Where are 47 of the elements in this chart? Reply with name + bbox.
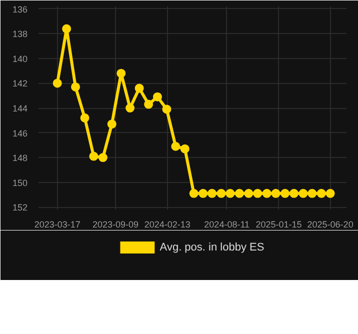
point xyxy=(162,104,172,114)
point xyxy=(107,120,116,129)
point xyxy=(71,82,80,92)
point xyxy=(80,113,90,122)
point xyxy=(171,142,180,151)
y-tick-label: 144 xyxy=(12,104,28,114)
legend-label: Avg. pos. in lobby ES xyxy=(160,242,264,254)
point xyxy=(89,152,98,161)
x-tick-label: 2025-01-15 xyxy=(256,220,302,230)
point xyxy=(271,188,280,198)
x-tick-label: 2023-09-09 xyxy=(92,220,139,230)
y-tick-label: 148 xyxy=(12,153,28,164)
point xyxy=(280,188,290,198)
x-tick-label: 2024-02-13 xyxy=(144,220,190,230)
point xyxy=(152,92,162,102)
point xyxy=(298,188,308,198)
point xyxy=(62,24,72,34)
y-tick-label: 138 xyxy=(12,29,28,40)
point xyxy=(116,68,126,78)
y-tick-label: 136 xyxy=(12,4,28,14)
point xyxy=(208,188,216,198)
point xyxy=(180,144,190,154)
x-tick-label: 2024-08-11 xyxy=(204,220,250,230)
point xyxy=(316,188,326,198)
x-tick-label: 2023-03-17 xyxy=(34,220,80,230)
point xyxy=(244,188,254,198)
y-tick-label: 152 xyxy=(12,202,28,213)
point xyxy=(126,104,135,112)
y-tick-label: 146 xyxy=(12,128,28,138)
point xyxy=(216,188,226,198)
point xyxy=(144,100,154,109)
point xyxy=(262,188,272,198)
point xyxy=(326,188,335,198)
y-tick-label: 142 xyxy=(12,78,28,89)
point xyxy=(308,188,317,198)
point xyxy=(198,188,208,198)
point xyxy=(253,188,262,198)
point xyxy=(289,188,298,198)
point xyxy=(52,78,62,88)
point xyxy=(234,188,244,198)
point xyxy=(134,84,144,93)
point xyxy=(226,188,235,198)
point xyxy=(98,153,108,162)
x-tick-label: 2025-06-20 xyxy=(307,220,354,230)
point xyxy=(189,188,198,198)
y-tick-label: 150 xyxy=(12,178,28,188)
y-tick-label: 140 xyxy=(12,54,28,64)
